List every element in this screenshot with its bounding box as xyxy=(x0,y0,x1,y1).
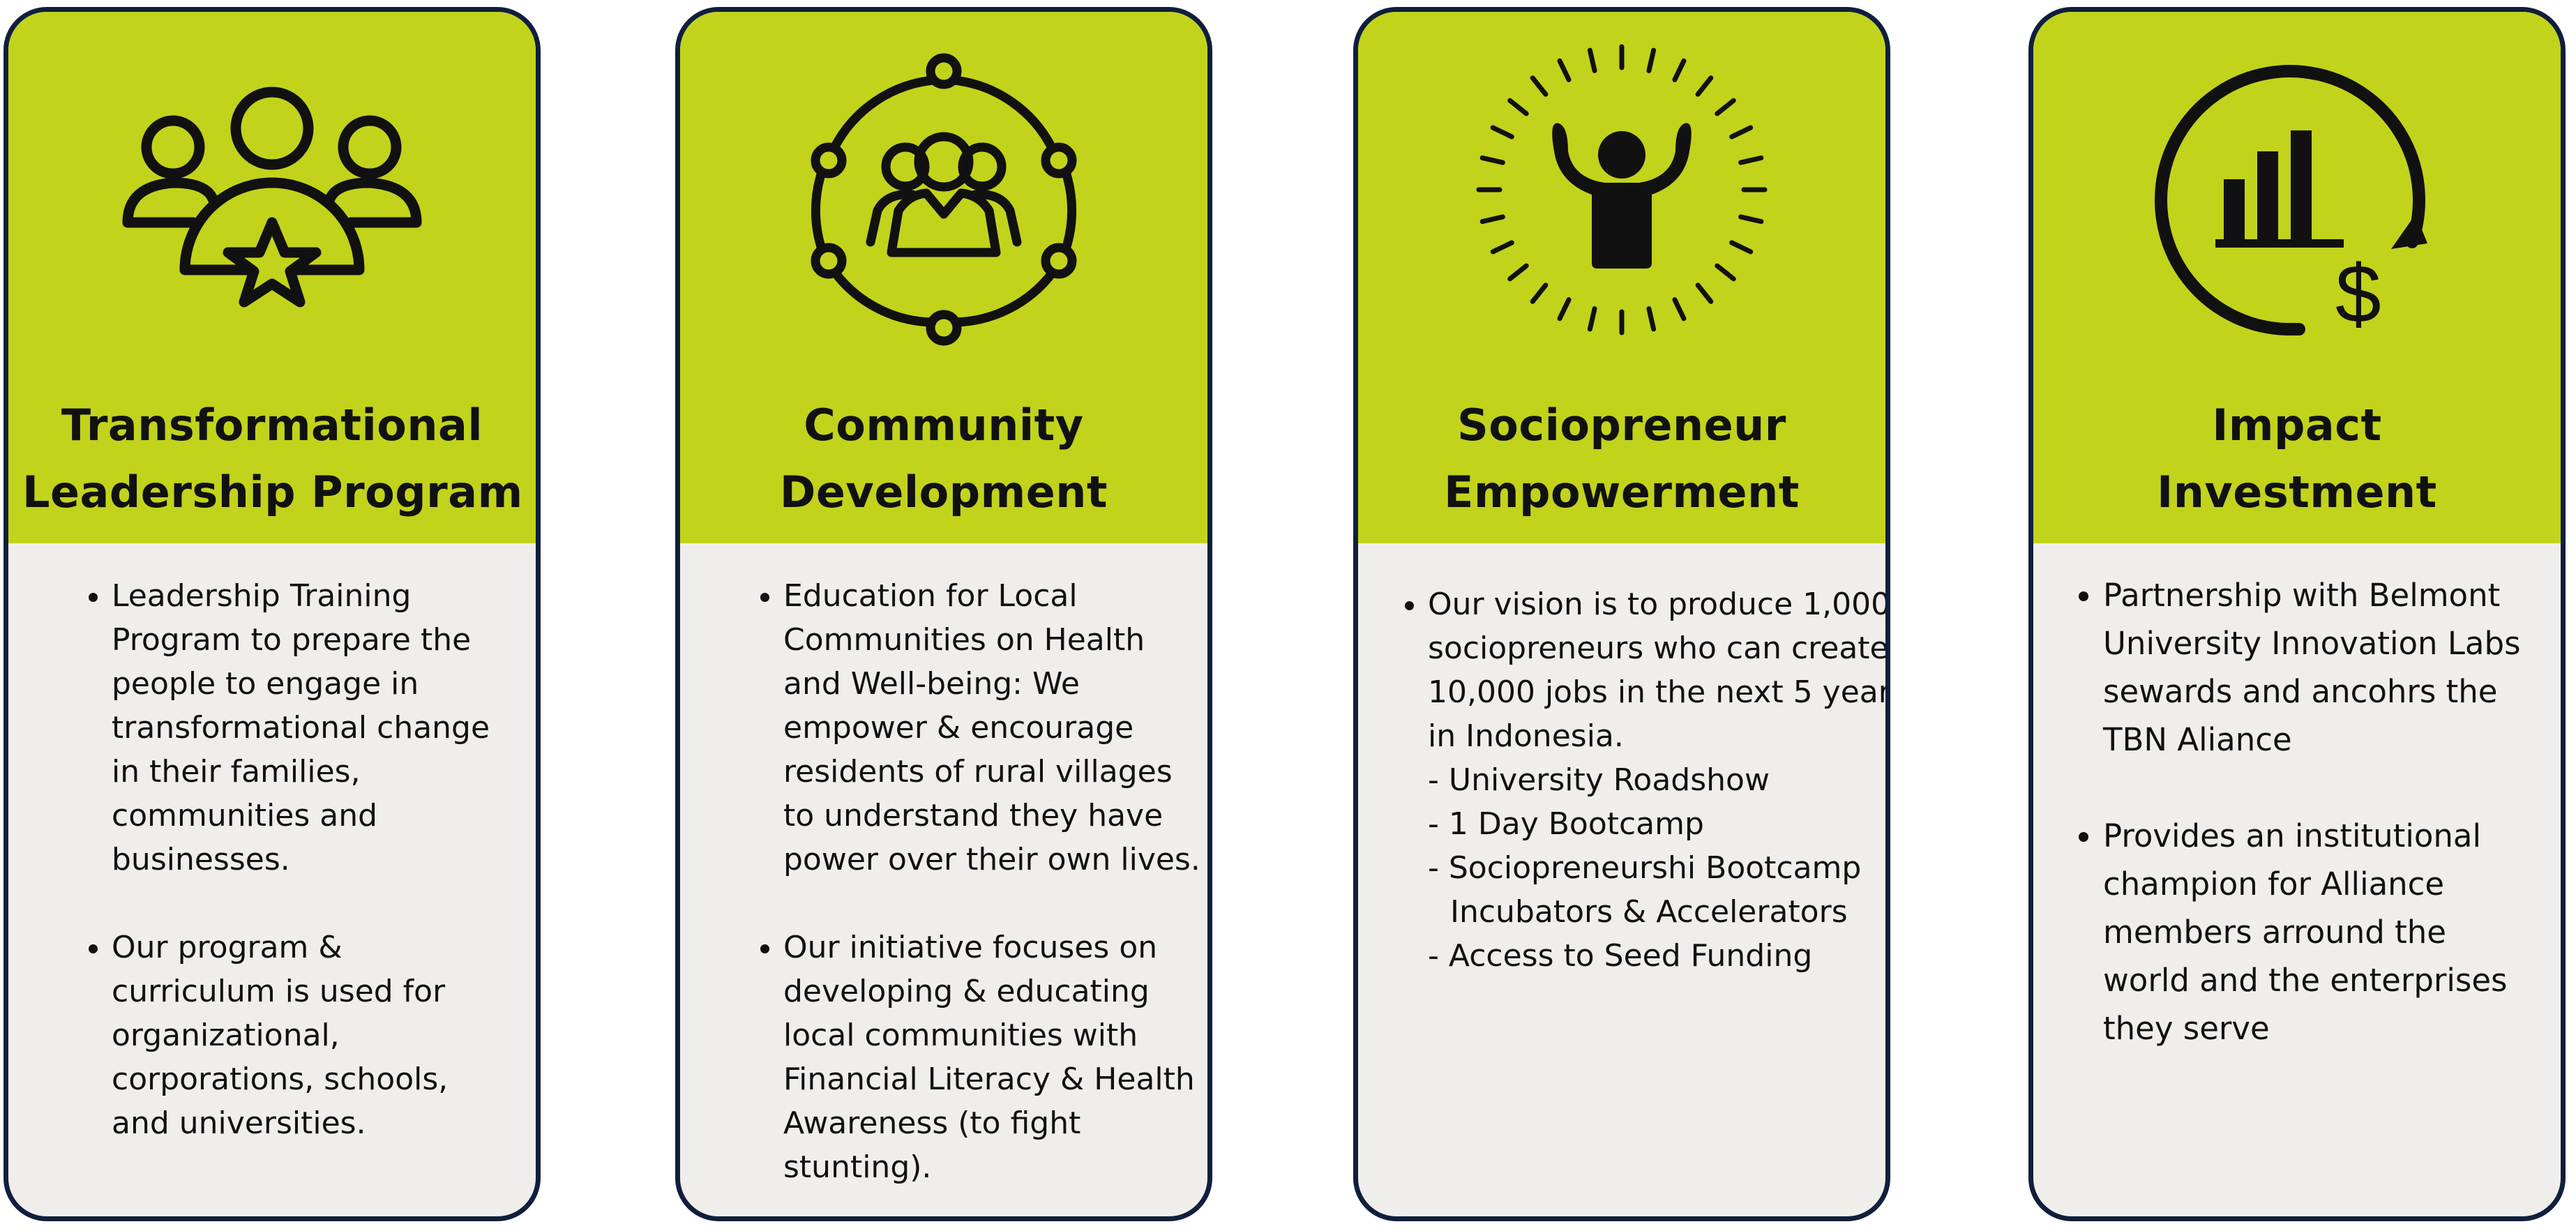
card-impact-investment: $ Impact Investment Partnership with Bel… xyxy=(2028,7,2566,1221)
sun-ray xyxy=(1729,125,1754,139)
sublist-item: - University Roadshow xyxy=(1428,762,1770,798)
empowered-person-icon xyxy=(1458,40,1786,361)
sun-ray xyxy=(1695,75,1714,97)
sublist-item: - Sociopreneurshi Bootcamp xyxy=(1428,850,1862,886)
sun-ray xyxy=(1507,98,1529,116)
card-header: Sociopreneur Empowerment xyxy=(1358,12,1885,543)
sun-ray xyxy=(1672,58,1687,82)
list-item: Our program & curriculum is used for org… xyxy=(112,926,501,1145)
sun-ray xyxy=(1479,155,1505,165)
sun-ray xyxy=(1715,263,1736,282)
sun-ray xyxy=(1646,47,1657,73)
community-network-icon xyxy=(780,40,1108,361)
sun-ray xyxy=(1479,214,1505,225)
sublist-item: - Access to Seed Funding xyxy=(1428,938,1813,974)
sun-ray xyxy=(1672,297,1687,322)
sun-ray xyxy=(1715,98,1736,116)
sun-ray xyxy=(1557,297,1572,322)
sun-ray xyxy=(1587,47,1597,73)
bullet-list: Our vision is to produce 1,000 sociopren… xyxy=(1393,582,1885,978)
program-sublist: - University Roadshow - 1 Day Bootcamp -… xyxy=(1428,758,1862,978)
sublist-item: - 1 Day Bootcamp xyxy=(1428,806,1704,842)
card-header: Transformational Leadership Program xyxy=(8,12,536,543)
card-sociopreneur-empowerment: Sociopreneur Empowerment Our vision is t… xyxy=(1353,7,1890,1221)
card-body: Our vision is to produce 1,000 sociopren… xyxy=(1358,543,1885,1216)
card-header: $ Impact Investment xyxy=(2033,12,2561,543)
sun-ray xyxy=(1490,240,1514,255)
bullet-list: Education for Local Communities on Healt… xyxy=(715,574,1200,1189)
sun-ray xyxy=(1557,58,1572,82)
card-title: Impact Investment xyxy=(2157,400,2437,518)
list-item: Our vision is to produce 1,000 sociopren… xyxy=(1428,582,1885,978)
list-item: Our initiative focuses on developing & e… xyxy=(783,926,1195,1189)
sun-ray xyxy=(1587,306,1597,332)
sun-ray xyxy=(1530,282,1549,304)
sun-ray xyxy=(1695,282,1714,304)
card-body: Education for Local Communities on Healt… xyxy=(680,543,1207,1216)
sun-ray xyxy=(1490,125,1514,139)
sublist-item: Incubators & Accelerators xyxy=(1450,894,1848,930)
list-item: Partnership with Belmont University Inno… xyxy=(2103,571,2526,764)
sun-ray xyxy=(1646,306,1657,332)
list-item: Education for Local Communities on Healt… xyxy=(783,574,1200,882)
bullet-list: Partnership with Belmont University Inno… xyxy=(2068,571,2526,1052)
list-item: Provides an institutional champion for A… xyxy=(2103,812,2526,1052)
card-title: Community Development xyxy=(779,400,1108,518)
list-item: Leadership Training Program to prepare t… xyxy=(112,574,501,882)
investment-growth-icon: $ xyxy=(2133,40,2461,361)
card-body: Leadership Training Program to prepare t… xyxy=(8,543,536,1216)
card-community-development: Community Development Education for Loca… xyxy=(675,7,1212,1221)
sun-ray xyxy=(1729,240,1754,255)
card-title: Transformational Leadership Program xyxy=(22,400,523,518)
sun-ray xyxy=(1507,263,1529,282)
sun-ray xyxy=(1530,75,1549,97)
bullet-list: Leadership Training Program to prepare t… xyxy=(43,574,501,1145)
card-transformational-leadership: Transformational Leadership Program Lead… xyxy=(3,7,541,1221)
sun-ray xyxy=(1738,155,1764,165)
sun-ray xyxy=(1738,214,1764,225)
team-star-icon xyxy=(108,40,436,361)
card-header: Community Development xyxy=(680,12,1207,543)
card-body: Partnership with Belmont University Inno… xyxy=(2033,543,2561,1216)
svg-text:$: $ xyxy=(2335,248,2381,340)
card-title: Sociopreneur Empowerment xyxy=(1444,400,1800,518)
